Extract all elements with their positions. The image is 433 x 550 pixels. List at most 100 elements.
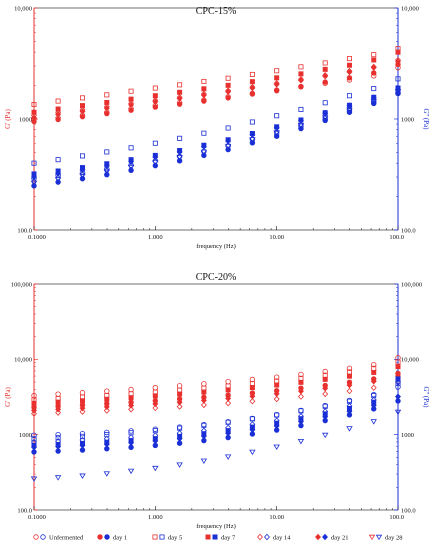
- data-point: [273, 374, 280, 380]
- data-point: [346, 62, 352, 68]
- x-tick-label: 10.00: [269, 234, 284, 241]
- data-point: [371, 70, 377, 76]
- data-point: [128, 395, 134, 401]
- legend-item: Unfermented: [33, 534, 84, 541]
- data-point: [79, 473, 86, 479]
- data-point: [273, 130, 280, 136]
- data-point: [128, 439, 135, 446]
- chart-cpc-15: CPC-15% 0.1000 1.000 10.00 100.0 frequency (H…: [4, 5, 430, 250]
- data-point: [79, 442, 86, 449]
- data-point: [103, 441, 110, 448]
- data-point: [200, 432, 207, 440]
- legend-symbol-gdoubleprime: [159, 534, 165, 540]
- data-point: [346, 408, 353, 415]
- data-point: [346, 426, 353, 432]
- data-point: [79, 95, 85, 101]
- data-point: [249, 79, 255, 85]
- legend-item: day 14: [257, 533, 291, 541]
- chart-title: CPC-20%: [196, 272, 237, 283]
- data-point: [346, 387, 353, 395]
- series-gdoubleprime-day-14: [31, 88, 401, 185]
- data-point: [370, 378, 377, 385]
- data-point: [104, 388, 110, 394]
- series-gdoubleprime-day-5: [31, 76, 401, 166]
- data-point: [249, 376, 256, 383]
- data-point: [79, 398, 85, 404]
- data-point: [225, 125, 231, 131]
- data-point: [225, 430, 232, 437]
- data-point: [79, 171, 86, 178]
- data-point: [103, 162, 110, 170]
- data-point: [201, 78, 207, 84]
- series-gdoubleprime-day-7: [31, 85, 401, 177]
- data-point: [200, 143, 207, 150]
- data-point: [31, 436, 37, 442]
- series-gprime-unfermented: [31, 355, 401, 399]
- data-point: [79, 153, 85, 159]
- data-point: [297, 393, 304, 400]
- data-point: [177, 82, 183, 88]
- legend-symbol-gdoubleprime: [322, 533, 328, 541]
- series-gprime-day-14: [31, 378, 401, 417]
- data-point: [31, 114, 37, 121]
- data-point: [201, 86, 207, 92]
- data-point: [297, 418, 304, 425]
- data-point: [322, 73, 329, 80]
- data-point: [127, 468, 135, 475]
- series-gprime-day-7: [31, 49, 401, 115]
- data-point: [176, 462, 183, 468]
- legend-symbol-gdoubleprime: [212, 534, 218, 540]
- data-point: [176, 383, 183, 389]
- data-point: [201, 389, 207, 395]
- data-point: [200, 91, 207, 99]
- y-left-tick-label: 100.0: [17, 227, 32, 234]
- data-point: [176, 95, 183, 102]
- data-point: [31, 173, 37, 181]
- legend-symbol-gprime: [97, 534, 103, 540]
- series-gprime-day-5: [31, 46, 401, 108]
- x-tick-label: 100.0: [389, 234, 404, 241]
- data-point: [274, 113, 280, 119]
- legend: Unfermented day 1 day 5 day 7 day 14 day 21 da…: [33, 533, 403, 541]
- y-left-tick-label: 1000: [19, 116, 32, 123]
- legend-label: Unfermented: [49, 534, 84, 541]
- data-point: [321, 115, 329, 121]
- chart-cpc-20: CPC-20% 0.1000 1.000 10.00 100.0 frequency (H…: [4, 272, 430, 530]
- data-point: [370, 64, 377, 71]
- series-gdoubleprime-day-21: [31, 86, 401, 181]
- data-point: [79, 173, 86, 179]
- y-right-axis-label: G'' (Pa): [422, 387, 430, 409]
- data-point: [31, 444, 37, 451]
- legend-label: day 14: [273, 534, 291, 541]
- data-point: [273, 422, 280, 430]
- legend-label: day 21: [331, 534, 349, 541]
- legend-symbol-gprime: [152, 534, 158, 540]
- series-gdoubleprime-unfermented: [31, 90, 401, 182]
- data-point: [322, 385, 329, 392]
- data-point: [104, 149, 110, 155]
- data-point: [346, 93, 352, 99]
- data-point: [152, 465, 159, 472]
- data-point: [55, 443, 62, 450]
- data-point: [273, 133, 280, 139]
- y-left-tick-label: 10,000: [14, 5, 32, 12]
- series-gprime-day-1: [31, 370, 401, 411]
- series-gdoubleprime-day-14: [31, 378, 401, 446]
- data-point: [128, 158, 135, 165]
- data-point: [322, 368, 328, 375]
- data-point: [249, 137, 256, 143]
- data-point: [370, 419, 377, 425]
- data-point: [103, 471, 110, 477]
- legend-label: day 1: [113, 534, 127, 541]
- data-point: [103, 105, 110, 112]
- data-point: [321, 432, 329, 439]
- data-point: [249, 91, 256, 97]
- data-point: [249, 140, 256, 146]
- y-right-tick-label: 100.0: [401, 507, 416, 514]
- data-point: [225, 75, 231, 81]
- data-point: [322, 100, 328, 106]
- data-point: [152, 400, 159, 408]
- legend-symbol-gdoubleprime: [40, 534, 46, 540]
- data-point: [152, 140, 158, 146]
- data-point: [298, 408, 304, 414]
